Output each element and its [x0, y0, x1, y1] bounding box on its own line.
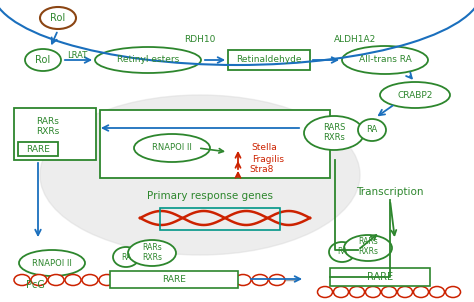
Ellipse shape — [14, 275, 30, 285]
Ellipse shape — [82, 275, 98, 285]
Ellipse shape — [342, 46, 428, 74]
Text: Stella: Stella — [251, 143, 277, 153]
Ellipse shape — [446, 287, 461, 297]
Text: RXRs: RXRs — [323, 133, 345, 143]
Text: RXRs: RXRs — [142, 252, 162, 262]
Text: RoI: RoI — [50, 13, 65, 23]
Text: RARE: RARE — [162, 275, 186, 284]
Ellipse shape — [329, 242, 355, 262]
Text: Retinyl esters: Retinyl esters — [117, 56, 179, 65]
Ellipse shape — [113, 247, 139, 267]
Ellipse shape — [304, 116, 364, 150]
Ellipse shape — [150, 275, 166, 285]
Ellipse shape — [99, 275, 115, 285]
Ellipse shape — [235, 275, 251, 285]
Ellipse shape — [133, 275, 149, 285]
Text: RXRs: RXRs — [36, 127, 60, 137]
Text: Transcription: Transcription — [356, 187, 424, 197]
Text: LRAT: LRAT — [67, 50, 87, 59]
Text: RA: RA — [366, 126, 378, 134]
Text: RA: RA — [121, 252, 131, 262]
Text: CRABP2: CRABP2 — [397, 91, 433, 99]
Ellipse shape — [19, 250, 85, 276]
Ellipse shape — [40, 7, 76, 29]
Text: RARs: RARs — [142, 243, 162, 252]
Bar — [330, 268, 430, 286]
Ellipse shape — [134, 134, 210, 162]
Ellipse shape — [31, 275, 47, 285]
Text: RARE: RARE — [367, 272, 393, 282]
Text: RDH10: RDH10 — [184, 36, 216, 44]
Bar — [110, 271, 238, 288]
Bar — [100, 110, 330, 178]
Text: RARS: RARS — [323, 123, 345, 131]
Ellipse shape — [95, 47, 201, 73]
Text: Primary response genes: Primary response genes — [147, 191, 273, 201]
Ellipse shape — [252, 275, 268, 285]
Text: RXRs: RXRs — [358, 248, 378, 256]
Bar — [160, 208, 280, 230]
Ellipse shape — [116, 275, 132, 285]
Ellipse shape — [201, 275, 217, 285]
Text: All-trans RA: All-trans RA — [359, 56, 411, 65]
Ellipse shape — [358, 119, 386, 141]
Text: Stra8: Stra8 — [250, 165, 274, 175]
Ellipse shape — [167, 275, 183, 285]
Text: RA: RA — [337, 248, 347, 256]
Text: ALDH1A2: ALDH1A2 — [334, 36, 376, 44]
Ellipse shape — [398, 287, 412, 297]
Ellipse shape — [349, 287, 365, 297]
Bar — [14, 108, 96, 160]
Text: RNAPOI II: RNAPOI II — [32, 259, 72, 268]
Text: PcG: PcG — [26, 280, 45, 290]
Text: Fragilis: Fragilis — [252, 156, 284, 165]
Bar — [18, 142, 58, 156]
Ellipse shape — [128, 240, 176, 266]
Ellipse shape — [344, 235, 392, 261]
Text: Retinaldehyde: Retinaldehyde — [236, 56, 302, 65]
Text: RARs: RARs — [358, 237, 378, 246]
Text: RARs: RARs — [36, 117, 59, 127]
Text: RoI: RoI — [36, 55, 51, 65]
Ellipse shape — [365, 287, 381, 297]
Ellipse shape — [334, 287, 348, 297]
Ellipse shape — [269, 275, 285, 285]
Bar — [228, 50, 310, 70]
Text: RARE: RARE — [26, 144, 50, 153]
Ellipse shape — [413, 287, 428, 297]
Ellipse shape — [218, 275, 234, 285]
Ellipse shape — [382, 287, 396, 297]
Ellipse shape — [65, 275, 81, 285]
Ellipse shape — [40, 95, 360, 255]
Ellipse shape — [25, 49, 61, 71]
Ellipse shape — [318, 287, 332, 297]
Ellipse shape — [380, 82, 450, 108]
Ellipse shape — [184, 275, 200, 285]
Text: RNAPOI II: RNAPOI II — [152, 143, 192, 153]
Ellipse shape — [48, 275, 64, 285]
Ellipse shape — [429, 287, 445, 297]
